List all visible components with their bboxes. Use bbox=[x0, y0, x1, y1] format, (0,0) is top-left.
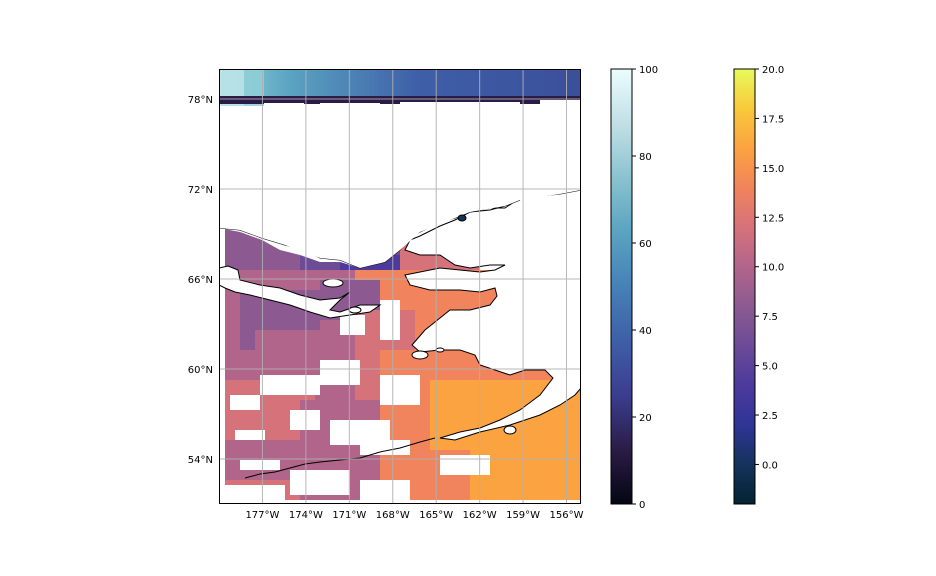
lat-label: 66°N bbox=[188, 275, 213, 286]
colorbar-tick-label: 40 bbox=[639, 326, 652, 337]
colorbar-tick-label: 2.5 bbox=[762, 411, 778, 422]
colorbar-tick-label: 20.0 bbox=[762, 65, 784, 76]
island-kodiak bbox=[504, 426, 516, 434]
island-wrangel bbox=[458, 215, 466, 221]
island-pribilof bbox=[436, 348, 444, 352]
colorbar-thermal-bar bbox=[734, 69, 755, 504]
lat-label: 60°N bbox=[188, 365, 213, 376]
island-nunivak bbox=[412, 351, 428, 359]
lon-label: 168°W bbox=[376, 510, 410, 521]
lon-label: 171°W bbox=[332, 510, 366, 521]
island-st-lawrence bbox=[323, 279, 343, 287]
lat-label: 54°N bbox=[188, 455, 213, 466]
colorbar-tick-label: 100 bbox=[639, 65, 658, 76]
colorbar-tick-label: 0 bbox=[639, 500, 645, 511]
lat-label: 72°N bbox=[188, 185, 213, 196]
lon-label: 177°W bbox=[245, 510, 279, 521]
colorbar-thermal: 0.0 2.5 5.0 7.5 10.0 12.5 15.0 17.5 20.0 bbox=[734, 65, 784, 504]
colorbar-tick-label: 20 bbox=[639, 413, 652, 424]
colorbar-ice-ticks: 0 20 40 60 80 100 bbox=[632, 65, 658, 511]
island-st-matthew bbox=[349, 307, 361, 313]
colorbar-thermal-ticks: 0.0 2.5 5.0 7.5 10.0 12.5 15.0 17.5 20.0 bbox=[755, 65, 784, 471]
colorbar-tick-label: 15.0 bbox=[762, 164, 784, 175]
colorbar-tick-label: 10.0 bbox=[762, 263, 784, 274]
lon-label: 174°W bbox=[289, 510, 323, 521]
colorbar-ice-bar bbox=[611, 69, 632, 504]
colorbar-ice: 0 20 40 60 80 100 bbox=[611, 65, 658, 511]
colorbar-tick-label: 60 bbox=[639, 239, 652, 250]
colorbar-tick-label: 17.5 bbox=[762, 114, 784, 125]
lon-label: 156°W bbox=[550, 510, 584, 521]
lon-label: 159°W bbox=[506, 510, 540, 521]
longitude-labels: 177°W 174°W 171°W 168°W 165°W 162°W 159°W 156°W bbox=[245, 510, 583, 521]
map-area bbox=[219, 69, 581, 504]
colorbar-tick-label: 12.5 bbox=[762, 213, 784, 224]
colorbar-tick-label: 7.5 bbox=[762, 312, 778, 323]
colorbar-tick-label: 5.0 bbox=[762, 362, 778, 373]
lon-label: 162°W bbox=[463, 510, 497, 521]
colorbar-tick-label: 0.0 bbox=[762, 460, 778, 471]
latitude-labels: 78°N 72°N 66°N 60°N 54°N bbox=[188, 95, 213, 466]
colorbar-tick-label: 80 bbox=[639, 152, 652, 163]
lat-label: 78°N bbox=[188, 95, 213, 106]
lon-label: 165°W bbox=[419, 510, 453, 521]
